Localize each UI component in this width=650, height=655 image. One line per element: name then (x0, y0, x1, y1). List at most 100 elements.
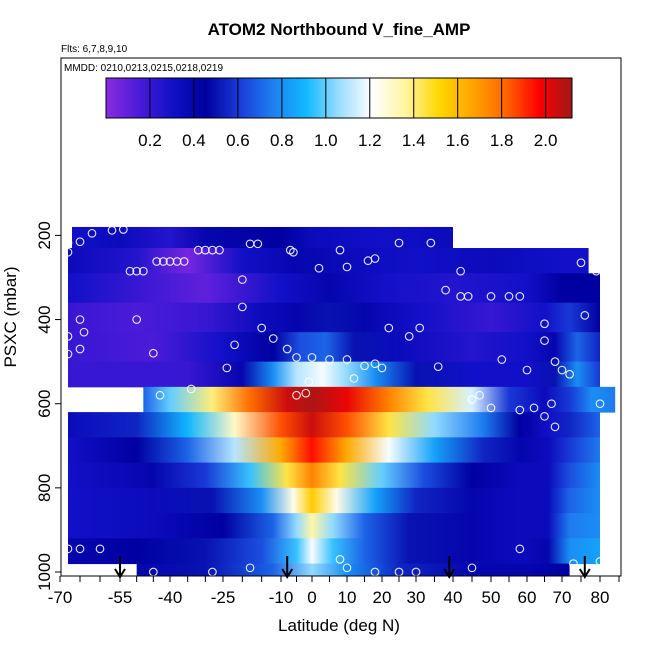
colorbar-tick-label: 1.8 (490, 131, 514, 150)
observation-point (125, 266, 135, 276)
observation-point (138, 266, 148, 276)
colorbar-tick-label: 1.4 (402, 131, 426, 150)
observation-point (132, 315, 142, 324)
observation-point (370, 359, 380, 369)
observation-point (515, 292, 525, 301)
observation-point (87, 228, 97, 238)
y-axis-label: PSXC (mbar) (1, 266, 20, 367)
observation-point (595, 399, 605, 409)
observation-point (580, 310, 590, 320)
heatmap-layer (68, 332, 600, 363)
observation-point (314, 263, 324, 273)
heatmap-layer (68, 302, 600, 333)
observation-point (63, 349, 73, 359)
y-tick-label: 400 (35, 305, 54, 333)
profile-marker-arrow (114, 556, 126, 579)
observation-point (282, 344, 292, 354)
observation-point (253, 239, 263, 249)
observation-point (540, 319, 549, 329)
observation-point (292, 353, 301, 362)
observation-point (230, 340, 239, 350)
x-tick-label: 70 (553, 588, 572, 607)
observation-point (75, 544, 85, 554)
chart-title: ATOM2 Northbound V_fine_AMP (208, 20, 471, 39)
colorbar-tick-label: 1.2 (358, 131, 382, 150)
observation-point (426, 238, 436, 248)
colorbar: 0.2 0.4 0.6 0.8 1.0 1.2 1.4 1.6 1.8 2.0 (105, 77, 573, 150)
observation-point (118, 225, 128, 234)
observation-point (222, 363, 232, 373)
observation-point (268, 334, 278, 343)
colorbar-tick-label: 0.2 (138, 131, 162, 150)
observation-point (301, 388, 311, 398)
observation-point (515, 405, 525, 415)
observation-point (152, 257, 162, 266)
colorbar-tick-label: 0.4 (182, 131, 206, 150)
observation-point (75, 315, 85, 324)
observation-point (486, 292, 496, 301)
profile-marker-arrow (281, 556, 294, 579)
observation-point (107, 226, 117, 235)
observation-points (63, 225, 605, 576)
colorbar-gradient (105, 77, 573, 119)
observation-point (540, 411, 549, 421)
observation-point (148, 348, 158, 358)
x-axis-label: Latitude (deg N) (278, 616, 400, 635)
y-axis: 200 400 600 800 1000 (35, 221, 61, 591)
observation-point (540, 336, 549, 345)
observation-point (237, 302, 247, 312)
flights-label: Flts: 6,7,8,9,10 (61, 44, 128, 55)
observation-point (75, 344, 85, 354)
x-tick-label: -40 (158, 588, 183, 607)
profile-marker-arrow (578, 556, 591, 579)
observation-point (467, 395, 477, 404)
heatmap-layer (68, 513, 600, 539)
y-tick-label: 1000 (35, 553, 54, 591)
y-tick-label: 600 (35, 390, 54, 418)
heatmap-layer (68, 361, 600, 388)
colorbar-tick-label: 0.6 (226, 131, 250, 150)
observation-point (497, 355, 507, 364)
observation-point (155, 390, 165, 400)
observation-point (342, 563, 352, 573)
colorbar-tick-label: 2.0 (534, 131, 558, 150)
colorbar-tick-label: 1.6 (446, 131, 470, 150)
observation-point (307, 353, 317, 362)
x-tick-label: 50 (482, 588, 501, 607)
observation-point (547, 399, 556, 409)
x-axis: -70 -55 -40 -25 -10 0 10 20 30 40 50 60 70 80 (48, 576, 620, 607)
observation-point (591, 266, 601, 276)
observation-point (415, 323, 425, 333)
observation-point (304, 377, 314, 387)
observation-point (595, 557, 605, 566)
observation-point (565, 369, 574, 379)
observation-point (95, 544, 105, 554)
observation-point (237, 275, 247, 284)
heatmap-layer (68, 538, 600, 565)
profile-markers (114, 556, 591, 579)
x-tick-label: 60 (518, 588, 537, 607)
observation-point (456, 266, 465, 276)
observation-point (557, 365, 567, 375)
observation-point (394, 238, 404, 248)
observation-point (335, 555, 345, 564)
plot-frame (60, 57, 622, 577)
x-tick-label: -70 (48, 588, 73, 607)
observation-point (325, 355, 334, 364)
heatmap-layer (68, 412, 600, 438)
observation-point (63, 238, 73, 248)
observation-point (289, 247, 298, 257)
observation-point (370, 254, 380, 263)
colorbar-tick-label: 0.8 (270, 131, 294, 150)
observation-point (179, 257, 189, 266)
observation-point (257, 323, 267, 333)
y-tick-label: 200 (35, 221, 54, 249)
observation-point (569, 559, 578, 568)
x-tick-label: 20 (373, 588, 392, 607)
observation-point (335, 245, 345, 255)
x-tick-label: 40 (444, 588, 463, 607)
observation-point (529, 403, 539, 413)
heatmap (68, 226, 616, 576)
